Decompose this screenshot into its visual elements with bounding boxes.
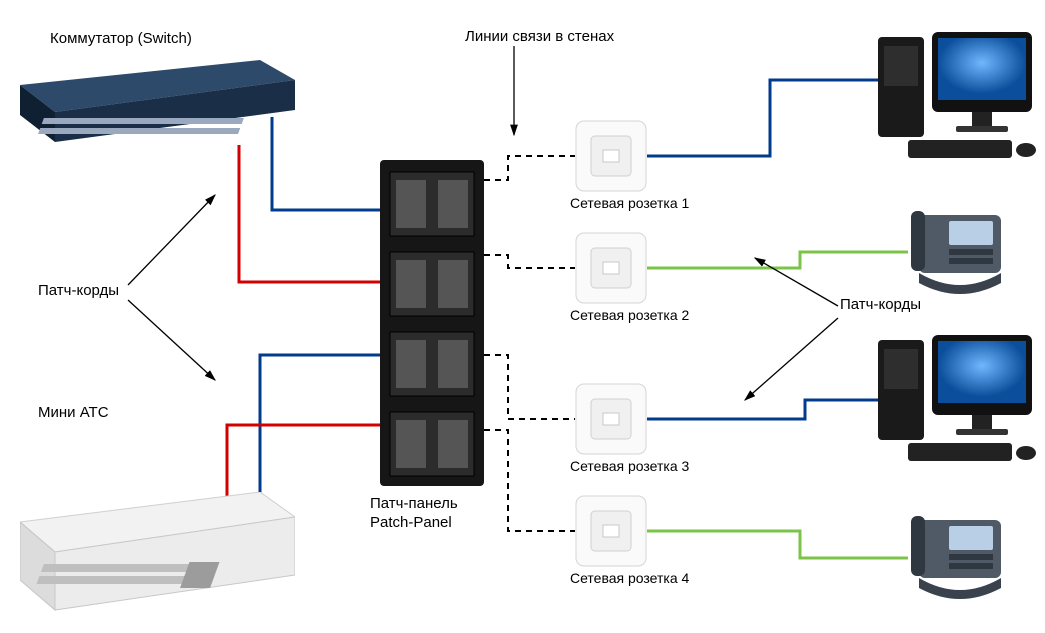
pc-2-icon xyxy=(878,335,1038,470)
patch-panel-icon xyxy=(380,160,484,491)
phone-1-icon xyxy=(905,205,1015,300)
pbx-icon xyxy=(20,492,295,627)
label-patch-left: Патч-корды xyxy=(38,282,119,299)
label-switch: Коммутатор (Switch) xyxy=(50,30,192,47)
outlet-2-icon xyxy=(575,232,647,309)
label-outlet-3: Сетевая розетка 3 xyxy=(570,458,689,474)
label-outlet-4: Сетевая розетка 4 xyxy=(570,570,689,586)
label-patch-panel-1: Патч-панель xyxy=(370,495,458,512)
phone-2-icon xyxy=(905,510,1015,605)
label-outlet-2: Сетевая розетка 2 xyxy=(570,307,689,323)
outlet-4-icon xyxy=(575,495,647,572)
outlet-1-icon xyxy=(575,120,647,197)
switch-icon xyxy=(20,60,295,155)
outlet-3-icon xyxy=(575,383,647,460)
pc-1-icon xyxy=(878,32,1038,167)
label-pbx: Мини АТС xyxy=(38,404,109,421)
label-wall-lines: Линии связи в стенах xyxy=(465,28,614,45)
label-patch-panel-2: Patch-Panel xyxy=(370,514,452,531)
label-outlet-1: Сетевая розетка 1 xyxy=(570,195,689,211)
